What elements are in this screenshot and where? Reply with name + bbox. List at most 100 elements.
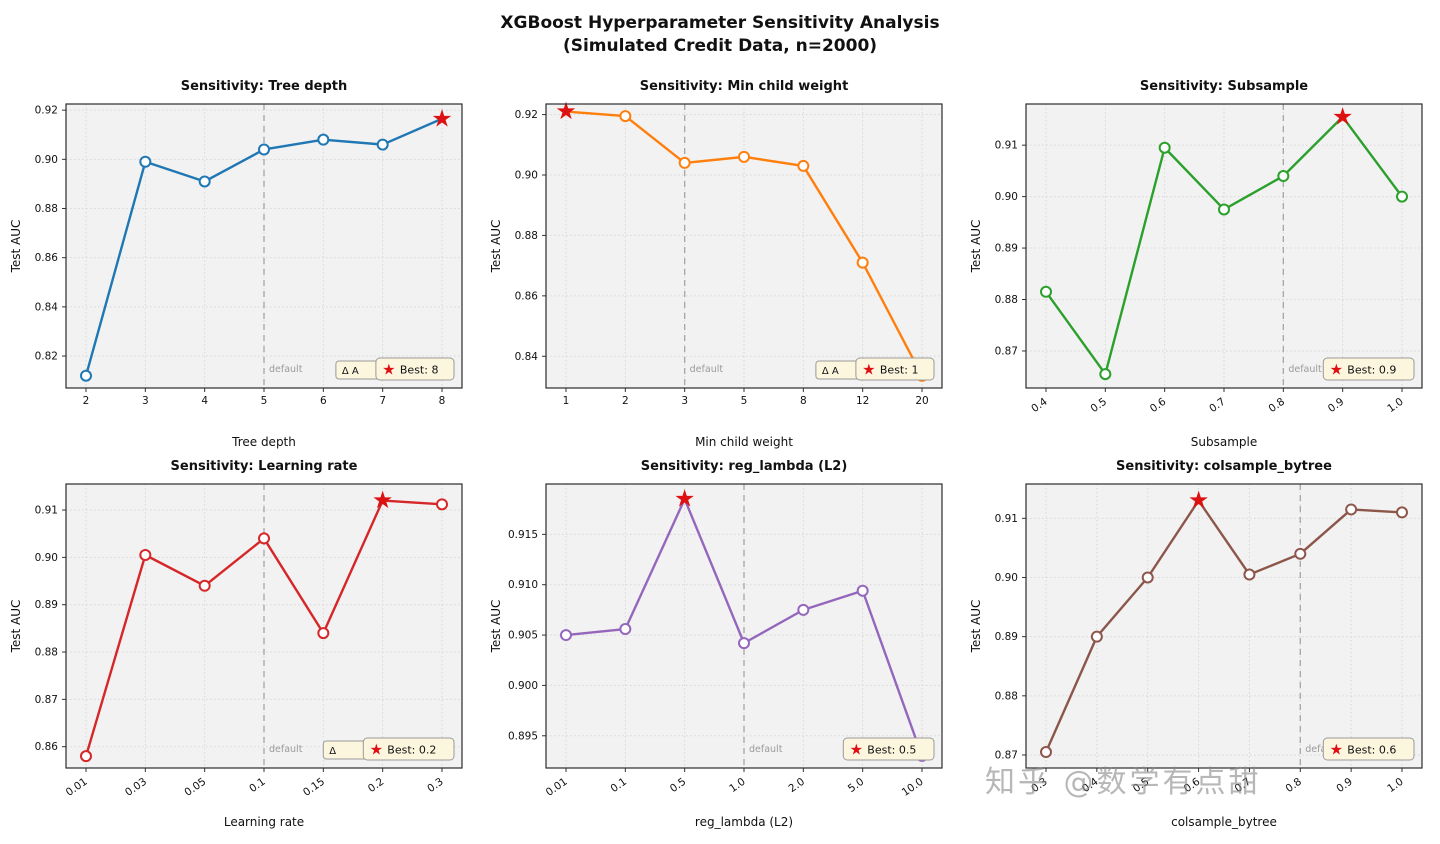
subplot-grid: 0.82 0.84 0.86 0.88 0.90 0.92 2 3 4 5 6 7 8 default ★ Δ… <box>0 74 1440 834</box>
figure-title: XGBoost Hyperparameter Sensitivity Analy… <box>0 0 1440 74</box>
y-axis-label: Test AUC <box>969 220 983 274</box>
legend-box <box>842 737 935 761</box>
chart-learning-rate: 0.86 0.87 0.88 0.89 0.90 0.91 0.01 0.03 0.05 0.1 0… <box>9 459 463 829</box>
plot-border <box>65 103 463 389</box>
x-tick-label: 0.01 <box>544 776 570 799</box>
x-tick-label: 8 <box>439 395 446 407</box>
legend-label: Best: 0.5 <box>867 744 916 757</box>
y-tick-label: 0.86 <box>35 252 59 264</box>
y-tick-label: 0.82 <box>35 351 58 363</box>
x-tick-label: 4 <box>201 395 208 407</box>
data-point-marker <box>80 750 92 763</box>
y-tick-label: 0.90 <box>35 552 58 564</box>
y-tick-label: 0.90 <box>35 154 58 166</box>
best-star: ★ <box>372 486 394 514</box>
x-tick-label: 0.3 <box>425 776 446 795</box>
delta-box-label: Δ A <box>822 366 839 377</box>
plot-border <box>65 483 463 769</box>
x-tick-label: 3 <box>142 395 149 407</box>
default-label: default <box>690 364 724 375</box>
data-point-marker <box>1243 568 1256 581</box>
x-tick-label: 2 <box>622 395 629 407</box>
y-axis-label: Test AUC <box>489 220 503 274</box>
data-point-marker <box>619 110 632 123</box>
data-point-marker <box>1396 506 1408 519</box>
legend-box <box>375 357 455 381</box>
data-point-marker <box>1040 746 1052 759</box>
legend-box <box>855 357 935 381</box>
subplot-title: Sensitivity: Min child weight <box>640 79 849 94</box>
legend-label: Best: 0.6 <box>1347 744 1396 757</box>
x-tick-label: 0.2 <box>366 776 387 795</box>
plot-border <box>1025 103 1423 389</box>
x-axis-label: Subsample <box>1191 435 1257 449</box>
plot-border <box>545 103 943 389</box>
x-tick-label: 1.0 <box>1385 776 1406 795</box>
y-axis-label: Test AUC <box>489 600 503 654</box>
x-tick-label: 5.0 <box>846 776 867 795</box>
legend-star-icon: ★ <box>850 741 863 759</box>
chart-subsample: 0.87 0.88 0.89 0.90 0.91 0.4 0.5 0.6 0.7 0.8 0.9 1.… <box>969 79 1423 449</box>
data-point-marker <box>139 549 152 561</box>
x-tick-label: 1 <box>563 395 570 407</box>
subplot-title: Sensitivity: Tree depth <box>181 79 348 94</box>
y-axis-label: Test AUC <box>9 600 23 654</box>
best-star: ★ <box>555 97 577 125</box>
legend-label: Best: 0.9 <box>1347 364 1396 377</box>
x-tick-label: 5 <box>741 395 748 407</box>
x-axis-label: reg_lambda (L2) <box>695 815 793 829</box>
y-tick-label: 0.900 <box>508 680 538 692</box>
data-point-marker <box>1090 630 1103 643</box>
subplot-reg-lambda: 0.895 0.900 0.905 0.910 0.915 0.01 0.1 0.5 1.0 2.… <box>480 454 960 834</box>
data-point-marker <box>560 629 572 642</box>
best-star: ★ <box>674 485 696 513</box>
default-label: default <box>269 364 303 375</box>
x-tick-label: 12 <box>856 395 869 407</box>
y-tick-label: 0.88 <box>995 294 1018 306</box>
data-point-marker <box>1294 547 1307 560</box>
subplot-subsample: 0.87 0.88 0.89 0.90 0.91 0.4 0.5 0.6 0.7 0.8 0.9 1.… <box>960 74 1440 454</box>
x-tick-label: 0.9 <box>1326 396 1347 415</box>
y-tick-label: 0.84 <box>35 301 59 313</box>
legend-label: Best: 8 <box>400 364 439 377</box>
y-tick-label: 0.895 <box>508 730 538 742</box>
x-tick-label: 20 <box>915 395 928 407</box>
data-point-marker <box>1040 285 1052 298</box>
x-tick-label: 2 <box>83 395 90 407</box>
y-tick-label: 0.87 <box>35 694 58 706</box>
y-tick-label: 0.905 <box>508 630 538 642</box>
x-tick-label: 0.1 <box>608 776 629 795</box>
chart-reg-lambda: 0.895 0.900 0.905 0.910 0.915 0.01 0.1 0.5 1.0 2.… <box>489 459 943 829</box>
x-axis-label: Min child weight <box>695 435 793 449</box>
subplot-tree-depth: 0.82 0.84 0.86 0.88 0.90 0.92 2 3 4 5 6 7 8 default ★ Δ… <box>0 74 480 454</box>
legend-star-icon: ★ <box>1330 361 1343 379</box>
y-tick-label: 0.90 <box>995 572 1018 584</box>
figure-title-line1: XGBoost Hyperparameter Sensitivity Analy… <box>500 13 940 33</box>
y-tick-label: 0.86 <box>35 741 59 753</box>
data-point-marker <box>1345 503 1358 516</box>
x-tick-label: 0.8 <box>1283 776 1304 795</box>
legend-box <box>1322 357 1415 381</box>
x-tick-label: 0.7 <box>1207 396 1228 415</box>
subplot-title: Sensitivity: reg_lambda (L2) <box>641 459 848 474</box>
series-line <box>1044 499 1404 754</box>
x-tick-label: 3 <box>681 395 688 407</box>
x-tick-label: 6 <box>320 395 327 407</box>
figure-title-line2: (Simulated Credit Data, n=2000) <box>562 35 878 56</box>
y-tick-label: 0.90 <box>515 170 538 182</box>
data-point-marker <box>1218 203 1230 216</box>
delta-box-label: Δ <box>329 746 336 757</box>
legend-label: Best: 1 <box>880 364 919 377</box>
y-tick-label: 0.90 <box>995 191 1018 203</box>
x-tick-label: 0.1 <box>247 776 268 795</box>
y-tick-label: 0.91 <box>995 513 1018 525</box>
data-point-marker <box>317 133 330 146</box>
data-point-marker <box>1141 571 1154 584</box>
x-axis-label: Learning rate <box>224 815 304 829</box>
data-point-marker <box>1099 368 1112 381</box>
data-point-marker <box>738 150 750 163</box>
default-label: default <box>1305 744 1339 755</box>
y-tick-label: 0.88 <box>515 230 538 242</box>
y-tick-label: 0.88 <box>35 203 58 215</box>
